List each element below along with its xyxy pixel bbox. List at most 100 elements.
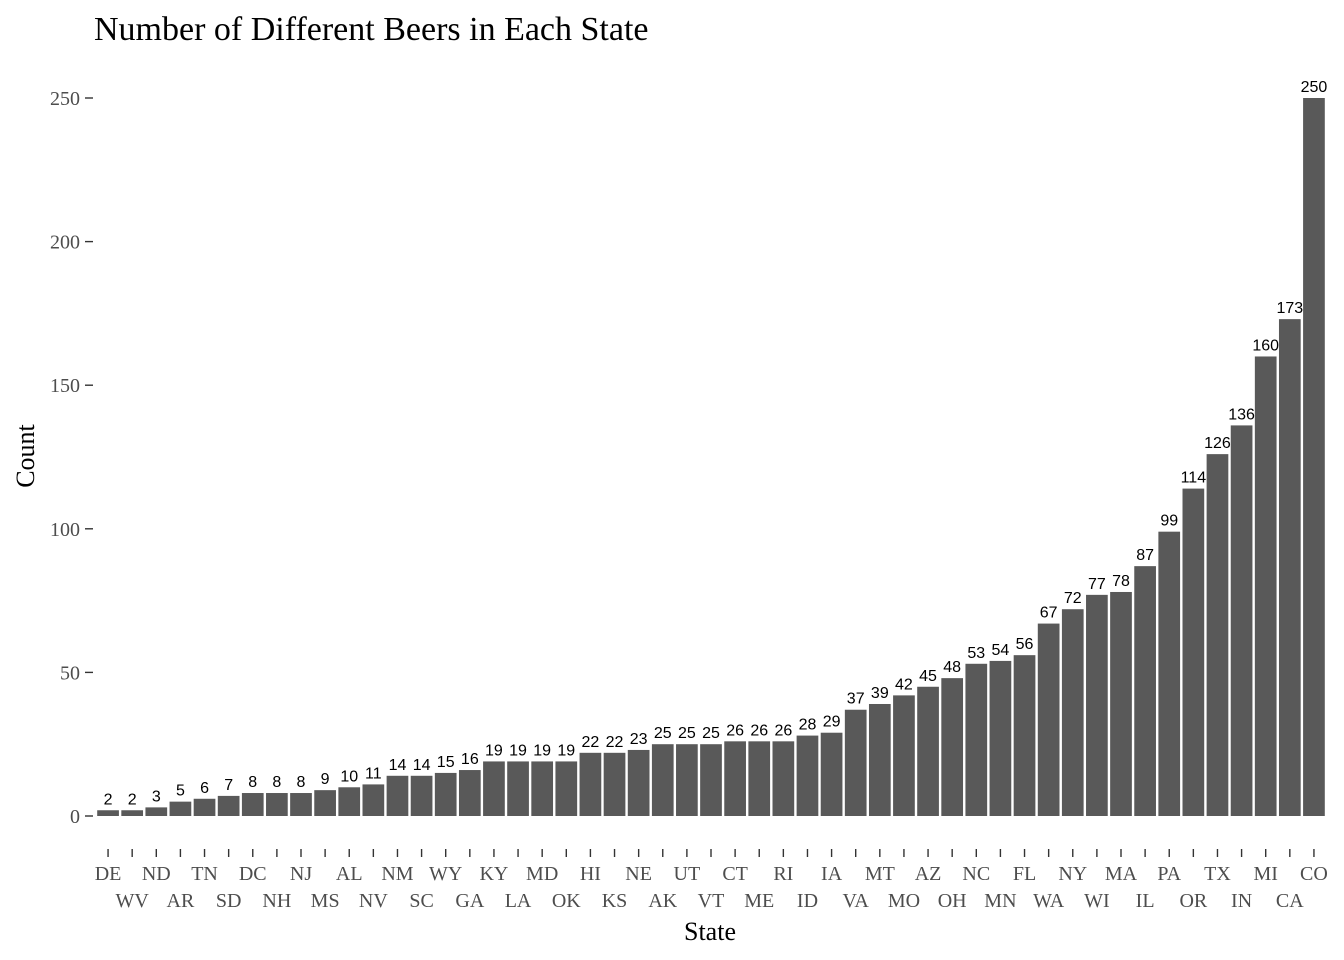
bar [362,784,385,816]
x-axis-title: State [684,917,736,946]
bar [724,741,746,816]
bar-value-label: 54 [992,642,1010,659]
bar-value-label: 3 [152,788,161,805]
bar [772,741,795,816]
bar [1254,356,1277,816]
bar-value-label: 14 [413,757,431,774]
x-tick-label: MS [311,890,340,912]
bar [507,761,529,816]
bar-value-label: 9 [321,771,330,788]
bar [868,703,891,816]
x-axis: DE WV ND AR TN SD DC NH NJ MS AL NV NM SC WY GA KY LA MD OK… [95,849,1328,912]
x-tick-label: VT [698,890,725,912]
x-tick-label: AZ [915,863,942,885]
bar-value-label: 16 [461,751,479,768]
y-tick-label: 100 [50,519,80,541]
x-tick-label: WA [1033,890,1065,912]
bar [338,787,361,816]
bar-value-label: 25 [654,725,672,742]
bar [1134,566,1156,816]
bar [748,741,771,816]
x-tick-label: NV [359,890,388,912]
bar-value-label: 19 [557,742,575,759]
bar [531,761,554,816]
bar-value-label: 15 [437,754,455,771]
bar-value-label: 72 [1064,590,1082,607]
bar [965,663,988,816]
bar [1086,594,1108,816]
x-tick-label: MT [865,863,895,885]
bar-value-label: 8 [248,774,257,791]
x-tick-label: RI [773,863,793,885]
bar [1182,488,1205,816]
bar-value-label: 25 [702,725,720,742]
x-tick-label: NY [1058,863,1087,885]
bar-value-label: 2 [128,791,137,808]
bar-value-label: 22 [606,734,624,751]
x-tick-label: AR [167,890,195,912]
bar-value-label: 45 [919,668,937,685]
bar [483,761,505,816]
x-tick-label: DE [95,863,122,885]
bar [820,732,843,816]
bar-value-label: 8 [272,774,281,791]
x-tick-label: NM [381,863,413,885]
x-tick-label: GA [455,890,484,912]
bar [627,749,650,816]
y-axis: 0 50 100 150 200 250 [50,88,93,828]
x-tick-label: HI [580,863,601,885]
bar-value-label: 23 [630,731,648,748]
bar-value-label: 25 [678,725,696,742]
x-tick-label: IN [1231,890,1252,912]
bar-value-label: 10 [340,768,358,785]
x-tick-label: ND [142,863,171,885]
bar [796,735,819,816]
bar-value-label: 19 [533,742,551,759]
bar-value-label: 19 [509,742,527,759]
bar [603,752,626,816]
x-tick-label: OH [938,890,967,912]
bar-value-label: 26 [774,722,792,739]
x-tick-label: WY [429,863,462,885]
x-tick-label: NE [625,863,652,885]
bar-value-label: 7 [224,777,233,794]
y-tick-label: 200 [50,232,80,254]
y-tick-label: 0 [70,806,80,828]
bar [121,810,144,816]
bar [1158,531,1181,816]
bar [844,709,867,816]
bar [1110,591,1132,816]
x-tick-label: CO [1300,863,1328,885]
bar [555,761,578,816]
bar [290,793,312,816]
bar [1278,319,1301,816]
x-tick-label: CA [1276,890,1304,912]
x-tick-label: OK [552,890,581,912]
bar-value-label: 29 [823,714,841,731]
bar [266,793,288,816]
chart-title: Number of Different Beers in Each State [94,11,649,48]
bar-value-label: 11 [365,765,382,782]
bar-value-label: 173 [1276,300,1303,317]
x-tick-label: LA [505,890,532,912]
bar-value-label: 78 [1112,573,1130,590]
x-tick-label: OR [1179,890,1207,912]
bar-value-label: 53 [967,645,985,662]
x-tick-label: MA [1105,863,1138,885]
x-tick-label: AK [648,890,677,912]
x-tick-label: PA [1157,863,1181,885]
x-tick-label: SD [216,890,242,912]
x-tick-label: TX [1204,863,1231,885]
bar [1061,609,1084,816]
bar-value-label: 26 [726,722,744,739]
bar [97,810,119,816]
bar [145,807,168,816]
bar [193,798,216,816]
x-tick-label: KY [479,863,508,885]
bar [1037,623,1060,816]
y-tick-label: 50 [60,662,80,684]
bar-value-label: 136 [1228,406,1255,423]
bar-value-label: 77 [1088,576,1106,593]
